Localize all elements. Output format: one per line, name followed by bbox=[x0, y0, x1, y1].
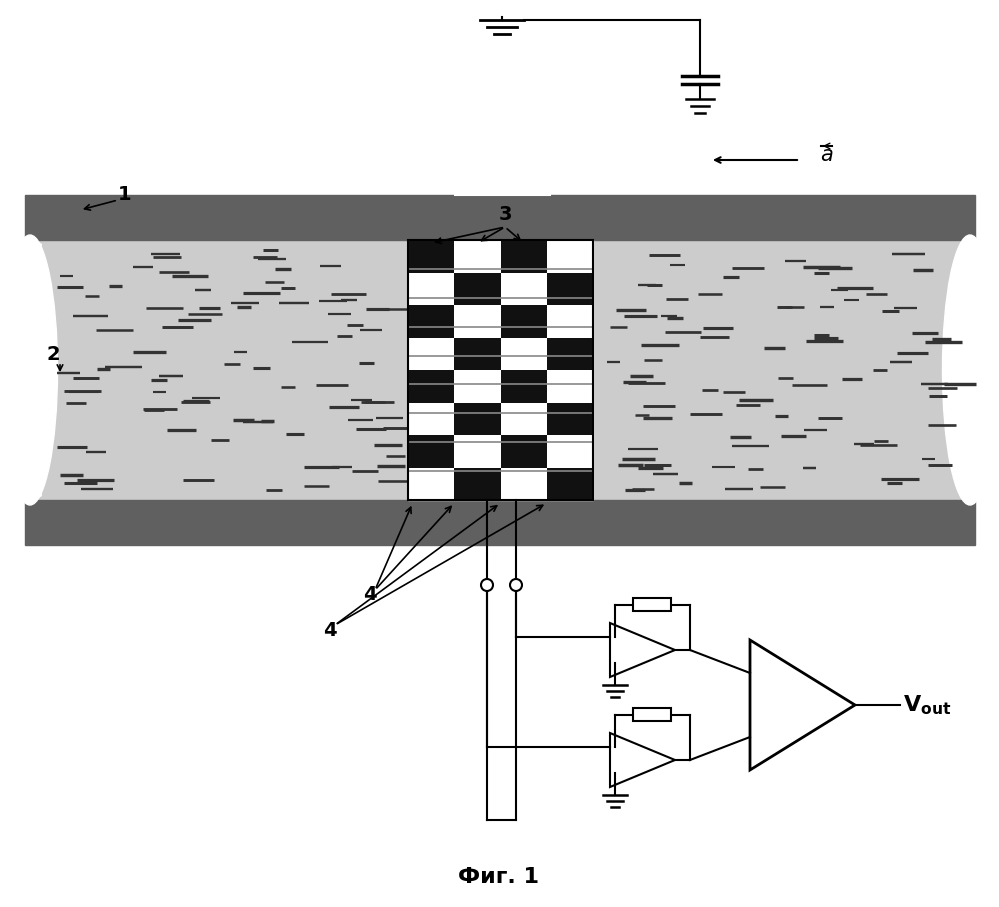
Bar bbox=[455, 20, 550, 195]
Bar bbox=[500, 272, 546, 305]
Text: 4: 4 bbox=[364, 586, 377, 604]
Bar bbox=[500, 240, 546, 272]
Bar bbox=[455, 305, 500, 337]
Bar bbox=[500, 467, 546, 500]
Bar bbox=[408, 272, 455, 305]
Bar bbox=[25, 500, 975, 545]
Bar bbox=[500, 403, 546, 435]
Bar bbox=[25, 195, 975, 240]
Bar bbox=[546, 305, 593, 337]
Bar bbox=[546, 272, 593, 305]
Bar bbox=[408, 370, 455, 403]
Bar bbox=[455, 370, 500, 403]
Bar bbox=[408, 403, 455, 435]
Bar bbox=[546, 435, 593, 467]
Bar bbox=[408, 240, 593, 500]
Bar bbox=[455, 435, 500, 467]
Text: $\mathbf{V_{out}}$: $\mathbf{V_{out}}$ bbox=[903, 693, 951, 717]
Bar bbox=[633, 708, 671, 721]
Bar bbox=[546, 403, 593, 435]
Bar bbox=[500, 305, 546, 337]
Bar bbox=[546, 337, 593, 370]
Bar bbox=[455, 272, 500, 305]
Text: 2: 2 bbox=[46, 346, 60, 365]
Circle shape bbox=[510, 579, 522, 591]
Bar bbox=[408, 467, 455, 500]
Bar bbox=[546, 370, 593, 403]
Text: 1: 1 bbox=[118, 186, 132, 204]
Ellipse shape bbox=[942, 235, 997, 505]
Bar bbox=[408, 337, 455, 370]
Bar bbox=[500, 435, 546, 467]
Bar bbox=[500, 370, 546, 403]
Bar bbox=[455, 337, 500, 370]
Bar bbox=[455, 240, 500, 272]
Text: 4: 4 bbox=[324, 620, 337, 639]
Bar bbox=[546, 467, 593, 500]
Bar bbox=[408, 305, 455, 337]
Bar bbox=[25, 240, 975, 500]
Text: 3: 3 bbox=[499, 206, 511, 225]
Bar bbox=[500, 337, 546, 370]
Bar bbox=[455, 403, 500, 435]
Bar bbox=[455, 467, 500, 500]
Bar bbox=[546, 240, 593, 272]
Bar bbox=[633, 598, 671, 611]
Circle shape bbox=[481, 579, 493, 591]
Text: a: a bbox=[820, 145, 833, 165]
Bar bbox=[408, 240, 593, 500]
Bar bbox=[408, 240, 455, 272]
Ellipse shape bbox=[3, 235, 58, 505]
Bar bbox=[408, 435, 455, 467]
Text: Фиг. 1: Фиг. 1 bbox=[459, 867, 539, 887]
